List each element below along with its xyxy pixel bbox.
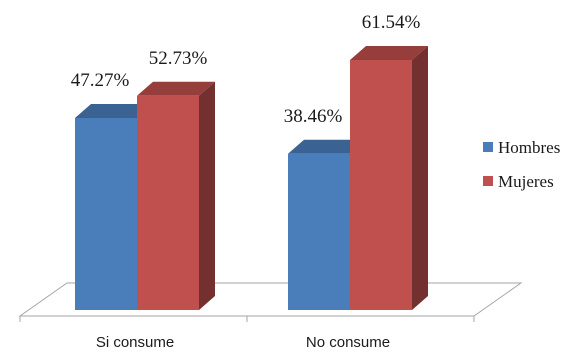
- legend: Hombres Mujeres: [483, 138, 560, 191]
- bars: [75, 46, 428, 310]
- legend-item-mujeres: Mujeres: [483, 172, 554, 191]
- category-label-2: No consume: [306, 334, 390, 351]
- category-label-1: Si consume: [96, 334, 174, 351]
- data-label-hombres-1: 47.27%: [71, 70, 130, 91]
- data-label-mujeres-2: 61.54%: [362, 12, 421, 33]
- legend-swatch: [483, 176, 493, 186]
- category-axis: Si consume No consume: [96, 334, 390, 351]
- bar-mujeres-1: [137, 81, 215, 310]
- legend-swatch: [483, 142, 493, 152]
- legend-label: Hombres: [498, 138, 560, 157]
- data-label-mujeres-1: 52.73%: [149, 48, 208, 69]
- data-label-hombres-2: 38.46%: [284, 106, 343, 127]
- legend-item-hombres: Hombres: [483, 138, 560, 157]
- data-labels: 47.27% 52.73% 38.46% 61.54%: [71, 12, 421, 127]
- legend-label: Mujeres: [498, 172, 554, 191]
- bar-mujeres-2: [350, 46, 428, 310]
